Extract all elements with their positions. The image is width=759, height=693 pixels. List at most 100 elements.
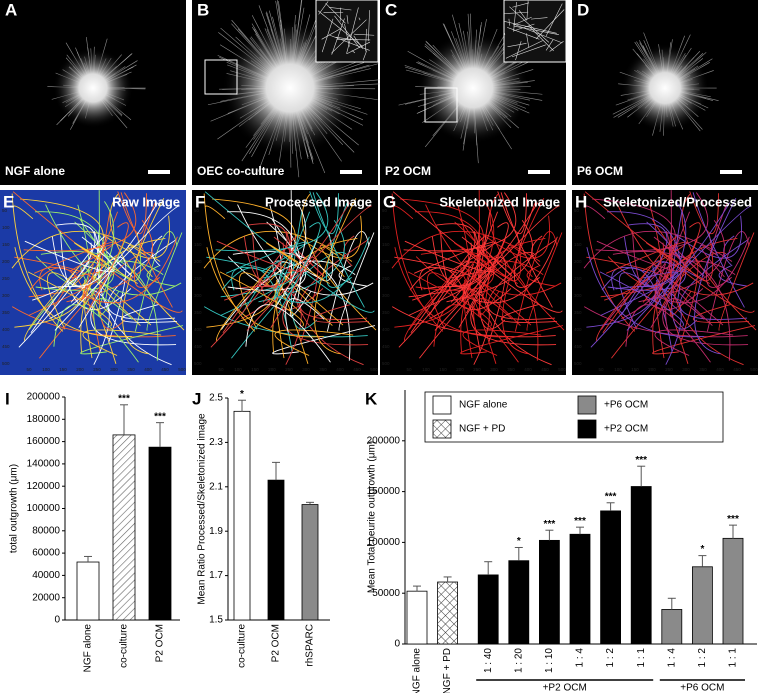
scale-bar bbox=[720, 170, 742, 174]
neurite bbox=[407, 271, 492, 327]
neurite bbox=[408, 260, 544, 330]
neurite bbox=[502, 197, 545, 355]
image-y-tick: 50 bbox=[574, 208, 580, 213]
panel-caption: P2 OCM bbox=[385, 164, 431, 178]
image-x-tick: 50 bbox=[218, 367, 224, 372]
y-tick-label: 60000 bbox=[32, 548, 60, 559]
neurite bbox=[291, 210, 318, 330]
neurite bbox=[391, 230, 541, 269]
significance: *** bbox=[574, 516, 586, 527]
bar bbox=[301, 504, 319, 621]
image-x-tick: 300 bbox=[682, 367, 690, 372]
y-tick-label: 120000 bbox=[27, 481, 61, 492]
neurite bbox=[301, 193, 377, 331]
y-tick-label: 2.5 bbox=[209, 393, 223, 404]
neurite bbox=[642, 256, 699, 343]
x-tick-label: co-culture bbox=[119, 624, 130, 668]
image-y-tick: 500 bbox=[2, 361, 10, 366]
neurite bbox=[477, 239, 506, 317]
neurite bbox=[278, 222, 321, 314]
neurite bbox=[11, 230, 161, 269]
neurite bbox=[586, 256, 666, 298]
image-panel: 50 50 100 100 150 150 200 200 250 250 300 300 350 350… bbox=[380, 190, 566, 375]
x-tick-label: 1 : 1 bbox=[728, 648, 739, 668]
image-x-tick: 250 bbox=[93, 367, 101, 372]
image-x-tick: 250 bbox=[473, 367, 481, 372]
neurite bbox=[513, 1, 517, 32]
image-y-tick: 100 bbox=[382, 225, 390, 230]
image-x-tick: 400 bbox=[336, 367, 344, 372]
x-tick-label: rhSPARC bbox=[305, 624, 316, 667]
y-tick-label: 140000 bbox=[27, 459, 61, 470]
image-y-tick: 450 bbox=[2, 344, 10, 349]
panel-letter: J bbox=[192, 389, 201, 408]
neurite bbox=[394, 247, 512, 338]
neurite bbox=[403, 192, 517, 252]
neurite bbox=[681, 193, 757, 331]
explant bbox=[417, 32, 529, 144]
neurite bbox=[479, 210, 506, 330]
neurite bbox=[415, 221, 495, 291]
bar bbox=[477, 574, 499, 645]
image-x-tick: 350 bbox=[319, 367, 327, 372]
neurite bbox=[227, 221, 307, 291]
image-y-tick: 250 bbox=[194, 276, 202, 281]
image-panel: 50 50 100 100 150 150 200 200 250 250 300 300 350 350… bbox=[192, 190, 378, 375]
x-tick-label: 1 : 4 bbox=[666, 648, 677, 668]
neurite bbox=[328, 7, 352, 11]
scale-bar bbox=[340, 170, 362, 174]
neurite bbox=[668, 229, 744, 366]
neurite bbox=[23, 266, 80, 341]
explant bbox=[53, 48, 133, 128]
neurite bbox=[513, 25, 559, 35]
neurite bbox=[275, 201, 307, 307]
bar bbox=[437, 581, 459, 645]
neurite bbox=[526, 33, 530, 48]
image-y-tick: 350 bbox=[574, 310, 582, 315]
image-x-tick: 250 bbox=[285, 367, 293, 372]
neurite bbox=[515, 41, 522, 61]
significance: *** bbox=[154, 411, 166, 422]
neurite bbox=[662, 305, 749, 346]
neurite bbox=[460, 238, 546, 352]
neurite bbox=[346, 15, 349, 24]
neurite bbox=[146, 265, 176, 287]
image-y-tick: 400 bbox=[194, 327, 202, 332]
neurite bbox=[400, 198, 484, 287]
neurite bbox=[466, 222, 509, 314]
neurite bbox=[595, 192, 709, 252]
neurite bbox=[274, 329, 354, 356]
neurite bbox=[109, 193, 185, 331]
neurite bbox=[549, 41, 564, 52]
neurite bbox=[489, 193, 565, 331]
significance: *** bbox=[544, 519, 556, 530]
neurite bbox=[81, 211, 119, 302]
neurite bbox=[434, 205, 560, 331]
neurite bbox=[689, 191, 719, 235]
image-y-tick: 150 bbox=[382, 242, 390, 247]
neurite bbox=[14, 247, 132, 338]
neurite bbox=[346, 41, 371, 55]
panel-letter: K bbox=[365, 389, 378, 408]
neurite bbox=[465, 236, 558, 304]
neurite bbox=[586, 247, 704, 338]
significance: *** bbox=[635, 455, 647, 466]
neurite bbox=[28, 271, 107, 316]
neurite bbox=[226, 211, 302, 300]
y-tick-label: 80000 bbox=[32, 525, 60, 536]
neurite bbox=[23, 192, 137, 252]
neurite bbox=[282, 305, 369, 346]
neurite bbox=[505, 40, 543, 59]
neurite bbox=[134, 231, 178, 332]
neurite bbox=[528, 25, 554, 52]
neurite bbox=[626, 205, 752, 331]
y-tick-label: 200000 bbox=[367, 435, 401, 446]
neurite bbox=[362, 50, 368, 61]
neurite bbox=[34, 211, 110, 300]
neurite bbox=[513, 23, 535, 32]
image-y-tick: 450 bbox=[574, 344, 582, 349]
legend-label: NGF + PD bbox=[459, 424, 505, 435]
neurite bbox=[584, 205, 606, 220]
neurite bbox=[652, 238, 738, 352]
neurite bbox=[470, 305, 557, 346]
